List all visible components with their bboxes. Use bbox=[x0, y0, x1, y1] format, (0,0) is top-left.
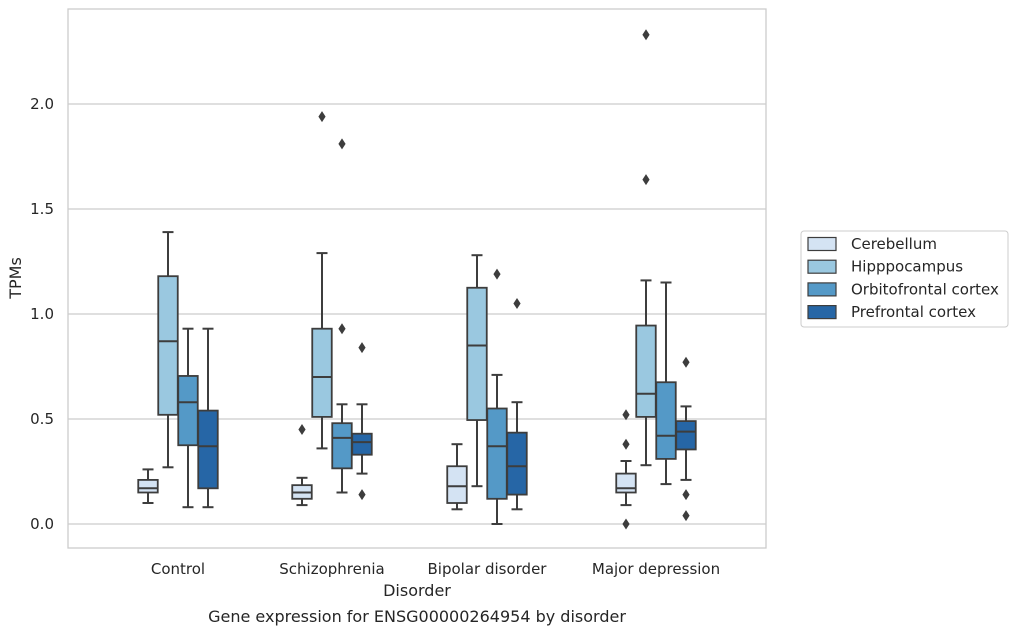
box-body bbox=[466, 286, 488, 421]
box-body bbox=[486, 407, 508, 500]
box-1-2 bbox=[466, 254, 488, 488]
legend-swatch bbox=[807, 236, 837, 252]
box-body bbox=[331, 422, 353, 470]
legend-label: Prefrontal cortex bbox=[851, 303, 976, 321]
box-0-1 bbox=[291, 424, 313, 507]
box-body bbox=[177, 375, 199, 447]
box-body bbox=[137, 478, 159, 494]
box-0-0 bbox=[137, 468, 159, 504]
box-body bbox=[635, 324, 657, 418]
x-tick-label: Control bbox=[151, 560, 205, 578]
box-1-1 bbox=[311, 111, 333, 450]
legend-label: Orbitofrontal cortex bbox=[851, 280, 999, 298]
box-body bbox=[655, 381, 677, 460]
box-2-2 bbox=[486, 268, 508, 525]
outlier-point bbox=[338, 323, 346, 335]
outlier-point bbox=[642, 29, 650, 41]
box-0-3 bbox=[615, 409, 637, 530]
legend-swatch bbox=[807, 282, 837, 297]
legend: Cerebellum Hipppocampus Orbitofrontal cort… bbox=[800, 230, 1009, 328]
box-3-2 bbox=[506, 298, 528, 511]
box-body bbox=[675, 420, 697, 451]
outlier-point bbox=[493, 268, 501, 280]
box-body bbox=[197, 409, 219, 490]
box-1-3 bbox=[635, 29, 657, 467]
box-body bbox=[615, 472, 637, 494]
box-2-0 bbox=[177, 327, 199, 509]
plot-area bbox=[67, 8, 767, 549]
x-tick-labels: Control Schizophrenia Bipolar disorder Majo… bbox=[151, 560, 720, 578]
box-1-0 bbox=[157, 231, 179, 469]
y-tick-label: 2.0 bbox=[30, 95, 54, 113]
y-tick-label: 1.5 bbox=[30, 200, 54, 218]
outlier-point bbox=[622, 409, 630, 421]
outlier-point bbox=[622, 518, 630, 530]
x-tick-label: Major depression bbox=[592, 560, 720, 578]
y-axis-label: TPMs bbox=[6, 257, 25, 300]
box-groups bbox=[137, 29, 697, 530]
box-0-2 bbox=[446, 443, 468, 511]
outlier-point bbox=[358, 489, 366, 501]
outlier-point bbox=[318, 111, 326, 123]
outlier-point bbox=[338, 138, 346, 150]
outlier-point bbox=[682, 510, 690, 522]
x-tick-label: Bipolar disorder bbox=[428, 560, 548, 578]
chart-caption: Gene expression for ENSG00000264954 by d… bbox=[208, 607, 626, 626]
box-body bbox=[157, 275, 179, 416]
legend-swatch bbox=[807, 259, 837, 274]
box-body bbox=[351, 432, 373, 456]
y-tick-labels: 0.0 0.5 1.0 1.5 2.0 bbox=[30, 95, 54, 533]
outlier-point bbox=[642, 174, 650, 186]
outlier-point bbox=[622, 438, 630, 450]
box-body bbox=[311, 327, 333, 418]
outlier-point bbox=[358, 342, 366, 354]
x-axis-label: Disorder bbox=[383, 581, 451, 600]
outlier-point bbox=[513, 298, 521, 309]
box-3-1 bbox=[351, 342, 373, 501]
y-tick-label: 0.0 bbox=[30, 515, 54, 533]
legend-frame bbox=[800, 230, 1009, 328]
box-body bbox=[446, 465, 468, 504]
outlier-point bbox=[682, 356, 690, 368]
outlier-point bbox=[298, 424, 306, 435]
outlier-point bbox=[682, 489, 690, 501]
y-tick-label: 0.5 bbox=[30, 410, 54, 428]
box-body bbox=[506, 431, 528, 496]
legend-label: Cerebellum bbox=[851, 235, 937, 253]
x-tick-label: Schizophrenia bbox=[279, 560, 384, 578]
box-3-0 bbox=[197, 327, 219, 509]
legend-label: Hipppocampus bbox=[851, 258, 963, 276]
y-tick-label: 1.0 bbox=[30, 305, 54, 323]
legend-swatch bbox=[807, 305, 837, 320]
box-3-3 bbox=[675, 356, 697, 522]
